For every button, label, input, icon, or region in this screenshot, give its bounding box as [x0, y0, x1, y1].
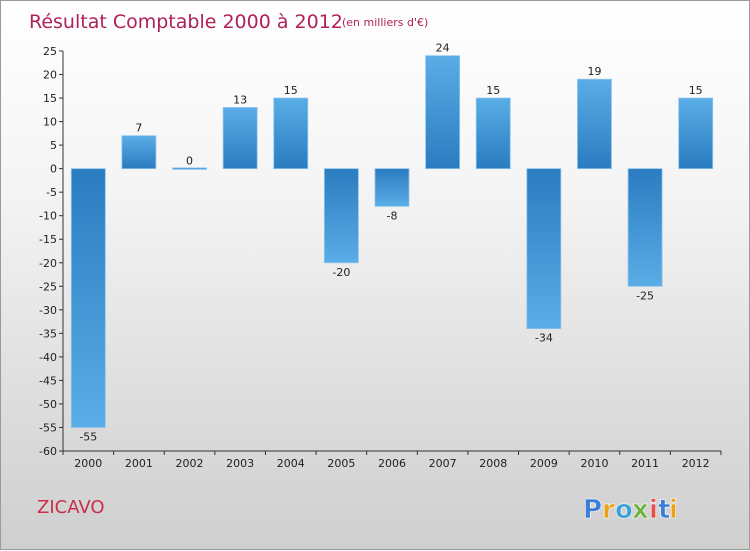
- x-tick-label: 2007: [429, 457, 457, 470]
- bar-2010: [577, 78, 612, 170]
- bar-2007: [425, 55, 461, 170]
- x-tick-label: 2008: [479, 457, 507, 470]
- data-label-2001: 7: [135, 122, 142, 135]
- y-tick-label: -55: [39, 421, 57, 434]
- y-tick-label: 5: [50, 139, 57, 152]
- y-tick-label: -35: [39, 327, 57, 340]
- y-tick-label: 0: [50, 163, 57, 176]
- data-label-2006: -8: [387, 209, 398, 222]
- bar-2009: [526, 168, 562, 330]
- logo-letter: r: [602, 495, 615, 525]
- bar-2008: [475, 97, 511, 170]
- x-tick-label: 2011: [631, 457, 659, 470]
- data-label-2010: 19: [587, 65, 601, 78]
- logo-letter: x: [632, 495, 649, 525]
- y-tick-label: 15: [43, 92, 57, 105]
- commune-name: ZICAVO: [37, 497, 105, 518]
- x-tick-label: 2001: [125, 457, 153, 470]
- logo-letter: t: [658, 495, 670, 525]
- y-tick-label: -15: [39, 233, 57, 246]
- x-tick-label: 2010: [580, 457, 608, 470]
- x-tick-label: 2009: [530, 457, 558, 470]
- x-tick-label: 2002: [176, 457, 204, 470]
- y-tick-label: -20: [39, 257, 57, 270]
- x-tick-label: 2004: [277, 457, 305, 470]
- bar-2005: [323, 168, 359, 264]
- y-tick-label: -5: [46, 186, 57, 199]
- logo-letter: o: [615, 495, 633, 525]
- y-tick-label: -45: [39, 374, 57, 387]
- y-tick-label: -50: [39, 398, 57, 411]
- x-tick-label: 2000: [74, 457, 102, 470]
- data-label-2008: 15: [486, 84, 500, 97]
- data-label-2003: 13: [233, 93, 247, 106]
- bar-2002: [172, 167, 207, 170]
- y-tick-label: -60: [39, 445, 57, 458]
- chart-axes: 2520151050-5-10-15-20-25-30-35-40-45-50-…: [39, 45, 722, 470]
- data-label-2009: -34: [535, 332, 553, 345]
- data-label-2005: -20: [332, 266, 350, 279]
- y-tick-label: 10: [43, 116, 57, 129]
- bar-2003: [222, 107, 258, 170]
- logo-letter: P: [583, 495, 602, 525]
- data-label-2000: -55: [79, 430, 97, 443]
- data-label-2002: 0: [186, 155, 193, 168]
- y-tick-label: 20: [43, 69, 57, 82]
- y-tick-label: -40: [39, 351, 57, 364]
- y-tick-label: -10: [39, 210, 57, 223]
- chart-subtitle: (en milliers d'€): [342, 16, 428, 29]
- data-label-2004: 15: [284, 84, 298, 97]
- y-tick-label: -30: [39, 304, 57, 317]
- bar-2011: [627, 168, 663, 287]
- data-label-2011: -25: [636, 289, 654, 302]
- x-tick-label: 2012: [682, 457, 710, 470]
- y-tick-label: -25: [39, 280, 57, 293]
- chart-bars: -55 7 0 13 15 -20 -8 24 15 -34 19 -25 15: [70, 42, 714, 443]
- y-tick-label: 25: [43, 45, 57, 58]
- x-tick-label: 2003: [226, 457, 254, 470]
- bar-2012: [678, 97, 714, 170]
- bar-2000: [70, 168, 106, 428]
- bar-2006: [374, 168, 410, 207]
- data-label-2007: 24: [436, 42, 450, 55]
- chart-title: Résultat Comptable 2000 à 2012: [29, 11, 343, 33]
- bar-2001: [121, 135, 157, 170]
- logo-letter: i: [649, 495, 658, 525]
- bar-2004: [273, 97, 309, 170]
- logo-letter: i: [669, 495, 678, 525]
- x-tick-label: 2006: [378, 457, 406, 470]
- x-tick-label: 2005: [327, 457, 355, 470]
- data-label-2012: 15: [689, 84, 703, 97]
